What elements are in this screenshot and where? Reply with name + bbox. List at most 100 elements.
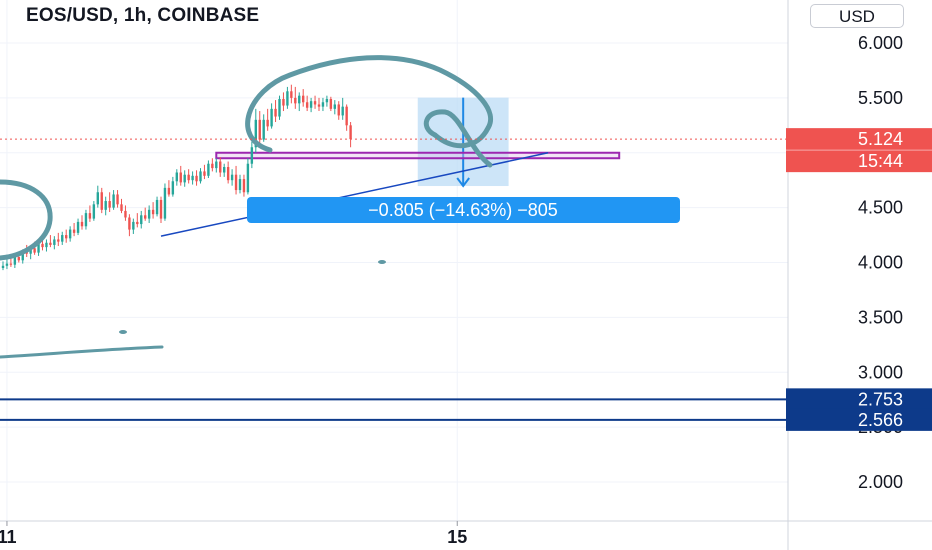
candle-body: [270, 108, 273, 127]
measure-label-group: −0.805 (−14.63%) −805: [247, 197, 680, 223]
price-tick-label: 5.500: [858, 88, 903, 108]
candle-body: [250, 147, 254, 164]
candle-body: [136, 221, 139, 225]
measure-arrow-head: [456, 177, 470, 188]
candle-body: [286, 91, 289, 106]
candle-body: [179, 172, 182, 183]
candle-body: [234, 174, 238, 191]
candle-body: [151, 209, 155, 215]
freehand-drawings[interactable]: [0, 55, 493, 359]
chart-title: EOS/USD, 1h, COINBASE: [26, 5, 260, 26]
level-price-label: 2.753: [858, 389, 903, 409]
candle-body: [278, 98, 281, 117]
candle-body: [282, 98, 285, 106]
candle-body: [258, 119, 261, 140]
price-tick-label: 6.000: [858, 33, 903, 53]
rectangle-shape: [215, 151, 621, 160]
candle-body: [171, 181, 175, 195]
candle-body: [294, 97, 297, 104]
candle-body: [104, 201, 107, 210]
candle-body: [144, 215, 147, 219]
candle-body: [211, 163, 214, 169]
candle-body: [120, 204, 123, 211]
freehand-dot: [378, 260, 386, 264]
candle-body: [242, 179, 246, 193]
candle-body: [298, 95, 301, 104]
candle-body: [290, 91, 293, 98]
candle-body: [49, 242, 52, 245]
candle-body: [317, 104, 321, 107]
candle-body: [203, 171, 206, 176]
candle-body: [163, 187, 167, 219]
candle-body: [302, 95, 305, 103]
candle-body: [61, 235, 64, 242]
candle-body: [305, 102, 309, 108]
candle-body: [341, 106, 344, 116]
candle-body: [226, 167, 230, 181]
rectangle-drawing[interactable]: [215, 151, 621, 160]
candle-body: [21, 251, 24, 261]
candle-body: [76, 221, 80, 233]
freehand-r-leg: [423, 109, 493, 168]
horizontal-levels[interactable]: [0, 398, 788, 421]
candle-body: [266, 119, 269, 127]
candle-body: [349, 125, 352, 140]
candle-body: [230, 174, 234, 181]
price-axis[interactable]: 2.0002.5003.0003.5004.0004.5005.0005.500…: [787, 0, 903, 550]
candle-body: [313, 101, 317, 105]
freehand-dot: [119, 330, 127, 334]
candle-body: [254, 119, 257, 148]
price-tick-label: 4.500: [858, 198, 903, 218]
candle-body: [147, 209, 151, 219]
price-range-measure[interactable]: [417, 97, 509, 188]
candle-body: [17, 257, 20, 261]
candle-body: [183, 174, 186, 183]
candle-body: [80, 221, 84, 227]
candle-body: [155, 199, 159, 215]
time-tick-label: 11: [0, 527, 16, 547]
candle-body: [92, 204, 96, 219]
currency-button[interactable]: USD: [810, 4, 904, 28]
countdown-label: 15:44: [858, 151, 903, 171]
candle-body: [37, 243, 40, 253]
trendline-drawing[interactable]: [160, 152, 549, 237]
candle-body: [215, 161, 218, 169]
candle-body: [84, 213, 88, 227]
freehand-circle-top: [245, 55, 493, 153]
freehand-stroke: [0, 345, 164, 359]
candle-body: [45, 242, 48, 248]
level-price-label: 2.566: [858, 410, 903, 430]
candle-body: [175, 172, 178, 182]
candle-body: [195, 175, 198, 182]
chart-grid: [0, 0, 788, 521]
candle-body: [41, 243, 44, 248]
measure-label: −0.805 (−14.63%) −805: [368, 200, 558, 220]
candle-body: [1, 265, 5, 268]
candle-body: [116, 194, 119, 205]
candle-body: [65, 235, 68, 239]
candle-body: [159, 199, 163, 219]
candle-body: [167, 187, 171, 195]
candle-body: [128, 217, 131, 230]
candle-body: [325, 98, 329, 103]
candle-body: [9, 263, 13, 265]
level-price-tag: [786, 408, 932, 431]
candle-body: [337, 104, 340, 116]
candle-body: [88, 213, 92, 219]
candle-body: [219, 161, 222, 173]
candle-body: [262, 119, 265, 140]
trendline: [160, 152, 549, 237]
candle-body: [199, 171, 202, 182]
candle-body: [207, 163, 210, 176]
last-price-label: 5.124: [858, 129, 903, 149]
candle-body: [29, 248, 32, 254]
candle-body: [246, 163, 250, 193]
candle-body: [191, 175, 194, 181]
price-tick-label: 3.000: [858, 362, 903, 382]
time-axis[interactable]: 11 15: [0, 520, 932, 547]
candle-body: [187, 174, 190, 181]
measure-label-box: [247, 197, 680, 223]
price-tick-label: 2.000: [858, 472, 903, 492]
